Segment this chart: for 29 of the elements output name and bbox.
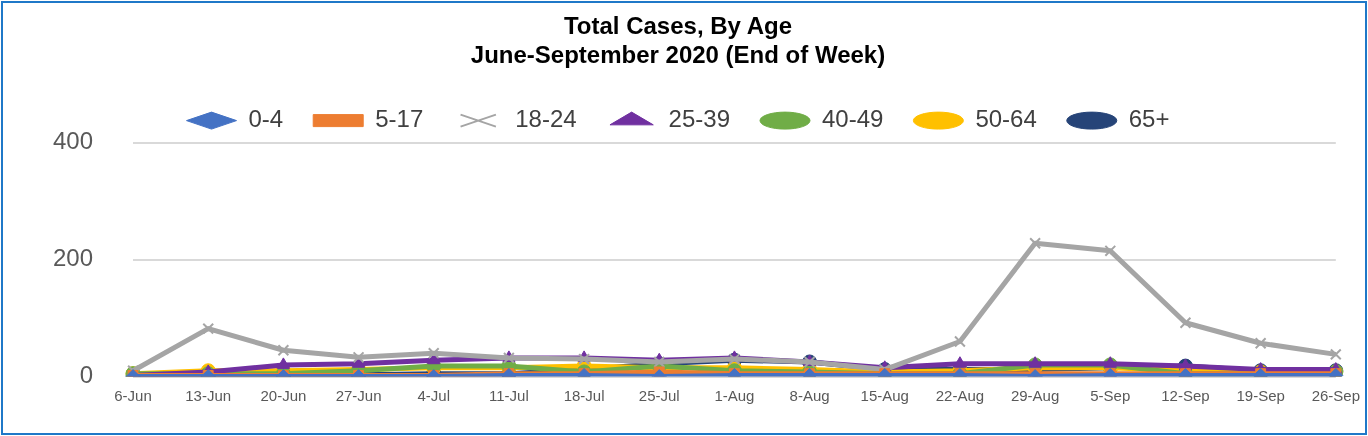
x-tick-label: 27-Jun: [335, 386, 382, 404]
x-tick-label: 29-Aug: [1010, 386, 1060, 404]
legend-label: 50-64: [975, 105, 1037, 133]
x-tick-label: 8-Aug: [789, 386, 830, 404]
legend-label: 40-49: [822, 105, 884, 133]
chart-subtitle: June-September 2020 (End of Week): [470, 40, 886, 68]
legend-label: 25-39: [668, 105, 731, 133]
y-tick-label: 400: [53, 127, 94, 155]
x-tick-label: 19-Sep: [1236, 386, 1285, 404]
x-tick-label: 13-Jun: [185, 386, 232, 404]
x-tick-label: 18-Jul: [563, 386, 605, 404]
legend-label: 18-24: [515, 105, 577, 133]
x-tick-label: 20-Jun: [260, 386, 307, 404]
x-tick-label: 12-Sep: [1161, 386, 1210, 404]
chart-title: Total Cases, By Age: [563, 12, 793, 40]
legend-label: 0-4: [248, 105, 284, 133]
legend-label: 65+: [1128, 105, 1170, 133]
x-tick-label: 6-Jun: [114, 386, 152, 404]
x-tick-label: 15-Aug: [860, 386, 909, 404]
x-tick-label: 11-Jul: [489, 386, 529, 404]
x-tick-label: 4-Jul: [417, 386, 450, 404]
x-tick-label: 25-Jul: [638, 386, 680, 404]
x-tick-label: 22-Aug: [935, 386, 985, 404]
y-tick-label: 200: [53, 244, 94, 272]
x-tick-label: 26-Sep: [1311, 386, 1360, 404]
y-tick-label: 0: [79, 361, 94, 389]
x-tick-label: 5-Sep: [1090, 386, 1131, 404]
legend-label: 5-17: [375, 105, 424, 133]
x-tick-label: 1-Aug: [714, 386, 755, 404]
